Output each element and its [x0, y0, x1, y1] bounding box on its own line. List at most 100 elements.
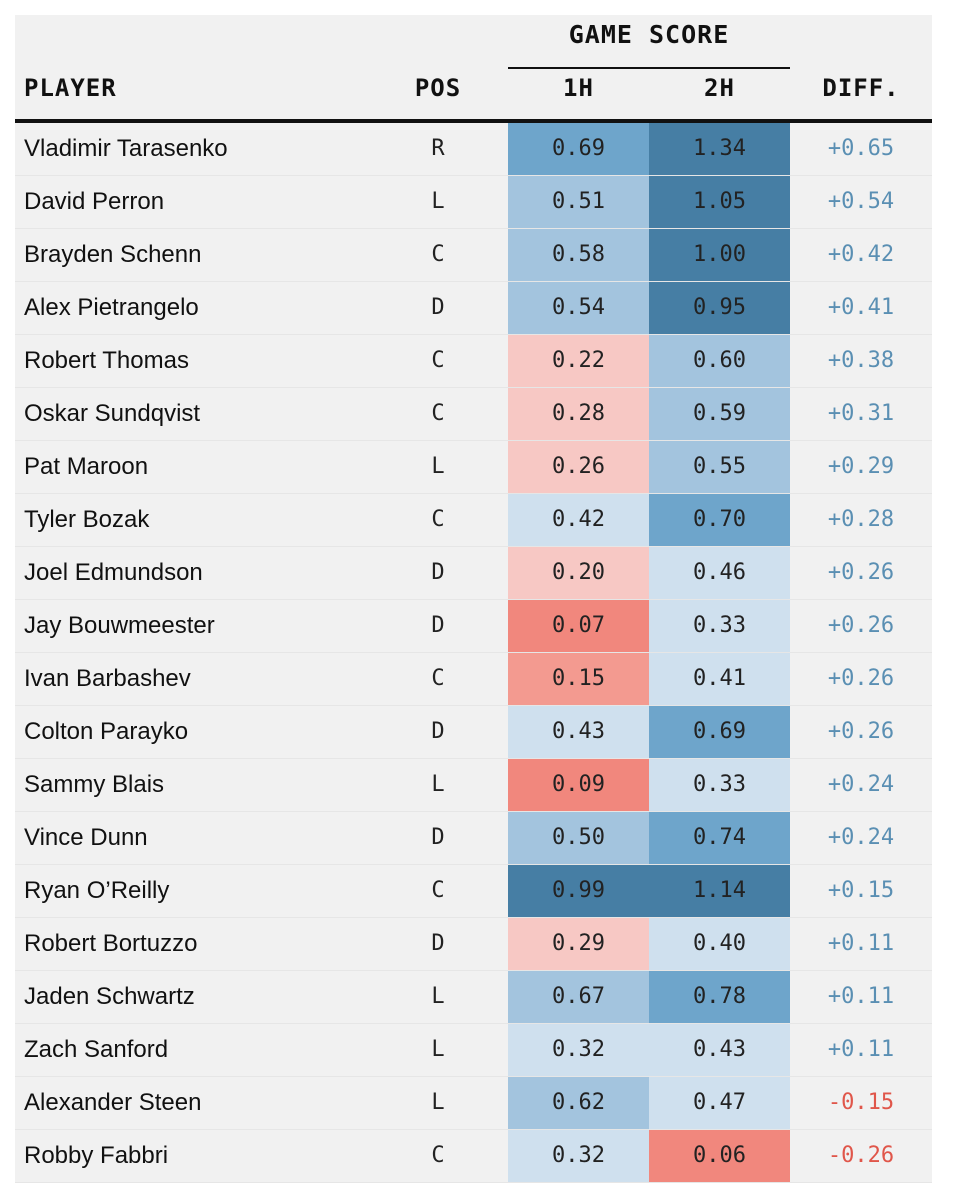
- score-difference: +0.54: [827, 189, 895, 214]
- first-half-score: 0.20: [508, 547, 649, 599]
- table-row: Alexander Steen L 0.62 0.47 -0.15: [15, 1077, 932, 1130]
- player-position: D: [431, 719, 445, 744]
- row-divider: [15, 864, 932, 865]
- player-position: L: [431, 984, 445, 1009]
- row-divider: [15, 440, 932, 441]
- player-name: Tyler Bozak: [24, 506, 150, 533]
- table-row: Oskar Sundqvist C 0.28 0.59 +0.31: [15, 388, 932, 441]
- table-body: Vladimir Tarasenko R 0.69 1.34 +0.65 David Pe…: [15, 123, 932, 1183]
- column-header-pos: POS: [414, 74, 462, 102]
- first-half-score: 0.29: [508, 918, 649, 970]
- column-header-player: PLAYER: [24, 74, 117, 102]
- score-difference: +0.26: [827, 560, 895, 585]
- second-half-score: 0.43: [649, 1024, 790, 1076]
- column-header-2h: 2H: [704, 74, 735, 102]
- player-name: Alex Pietrangelo: [24, 294, 199, 321]
- second-half-score: 0.47: [649, 1077, 790, 1129]
- score-difference: +0.24: [827, 772, 895, 797]
- player-name: Robert Thomas: [24, 347, 189, 374]
- row-divider: [15, 811, 932, 812]
- table-row: Jaden Schwartz L 0.67 0.78 +0.11: [15, 971, 932, 1024]
- row-divider: [15, 917, 932, 918]
- first-half-score: 0.67: [508, 971, 649, 1023]
- player-position: L: [431, 454, 445, 479]
- second-half-score: 0.60: [649, 335, 790, 387]
- table-row: Vladimir Tarasenko R 0.69 1.34 +0.65: [15, 123, 932, 176]
- first-half-score: 0.50: [508, 812, 649, 864]
- player-position: L: [431, 772, 445, 797]
- player-name: Jay Bouwmeester: [24, 612, 215, 639]
- table-row: Robert Thomas C 0.22 0.60 +0.38: [15, 335, 932, 388]
- row-divider: [15, 758, 932, 759]
- player-name: Sammy Blais: [24, 771, 165, 798]
- column-header-diff: DIFF.: [822, 74, 900, 102]
- first-half-score: 0.07: [508, 600, 649, 652]
- first-half-score: 0.69: [508, 123, 649, 175]
- row-divider: [15, 175, 932, 176]
- second-half-score: 0.33: [649, 600, 790, 652]
- column-header-1h: 1H: [563, 74, 594, 102]
- row-divider: [15, 970, 932, 971]
- player-position: D: [431, 613, 445, 638]
- score-difference: +0.31: [827, 401, 895, 426]
- table-row: Tyler Bozak C 0.42 0.70 +0.28: [15, 494, 932, 547]
- table-row: Ryan O’Reilly C 0.99 1.14 +0.15: [15, 865, 932, 918]
- row-divider: [15, 546, 932, 547]
- row-divider: [15, 281, 932, 282]
- second-half-score: 0.40: [649, 918, 790, 970]
- table-row: Ivan Barbashev C 0.15 0.41 +0.26: [15, 653, 932, 706]
- player-name: Ivan Barbashev: [24, 665, 191, 692]
- first-half-score: 0.28: [508, 388, 649, 440]
- player-name: Oskar Sundqvist: [24, 400, 201, 427]
- score-difference: +0.41: [827, 295, 895, 320]
- player-name: Robert Bortuzzo: [24, 930, 198, 957]
- table-row: Brayden Schenn C 0.58 1.00 +0.42: [15, 229, 932, 282]
- first-half-score: 0.09: [508, 759, 649, 811]
- player-name: Alexander Steen: [24, 1089, 202, 1116]
- second-half-score: 1.34: [649, 123, 790, 175]
- row-divider: [15, 387, 932, 388]
- second-half-score: 1.05: [649, 176, 790, 228]
- second-half-score: 0.74: [649, 812, 790, 864]
- second-half-score: 0.55: [649, 441, 790, 493]
- group-header-underline: [508, 67, 790, 69]
- first-half-score: 0.58: [508, 229, 649, 281]
- table-row: Vince Dunn D 0.50 0.74 +0.24: [15, 812, 932, 865]
- row-divider: [15, 1023, 932, 1024]
- player-position: L: [431, 189, 445, 214]
- first-half-score: 0.43: [508, 706, 649, 758]
- player-name: Colton Parayko: [24, 718, 189, 745]
- second-half-score: 0.95: [649, 282, 790, 334]
- player-name: Vince Dunn: [24, 824, 148, 851]
- score-difference: +0.38: [827, 348, 895, 373]
- score-difference: +0.11: [827, 984, 895, 1009]
- table-row: Robby Fabbri C 0.32 0.06 -0.26: [15, 1130, 932, 1183]
- header-rule: [15, 119, 932, 123]
- player-name: Vladimir Tarasenko: [24, 135, 228, 162]
- first-half-score: 0.26: [508, 441, 649, 493]
- second-half-score: 0.33: [649, 759, 790, 811]
- player-position: C: [431, 1143, 445, 1168]
- score-difference: -0.15: [827, 1090, 895, 1115]
- player-position: C: [431, 401, 445, 426]
- first-half-score: 0.32: [508, 1130, 649, 1182]
- player-position: L: [431, 1037, 445, 1062]
- player-position: C: [431, 878, 445, 903]
- first-half-score: 0.99: [508, 865, 649, 917]
- table-row: Robert Bortuzzo D 0.29 0.40 +0.11: [15, 918, 932, 971]
- player-position: R: [431, 136, 445, 161]
- second-half-score: 0.41: [649, 653, 790, 705]
- row-divider: [15, 228, 932, 229]
- score-difference: +0.15: [827, 878, 895, 903]
- second-half-score: 0.78: [649, 971, 790, 1023]
- table-row: Sammy Blais L 0.09 0.33 +0.24: [15, 759, 932, 812]
- player-name: Robby Fabbri: [24, 1142, 169, 1169]
- first-half-score: 0.32: [508, 1024, 649, 1076]
- score-difference: +0.28: [827, 507, 895, 532]
- second-half-score: 1.14: [649, 865, 790, 917]
- row-divider: [15, 493, 932, 494]
- table-row: Joel Edmundson D 0.20 0.46 +0.26: [15, 547, 932, 600]
- second-half-score: 1.00: [649, 229, 790, 281]
- second-half-score: 0.69: [649, 706, 790, 758]
- player-position: C: [431, 507, 445, 532]
